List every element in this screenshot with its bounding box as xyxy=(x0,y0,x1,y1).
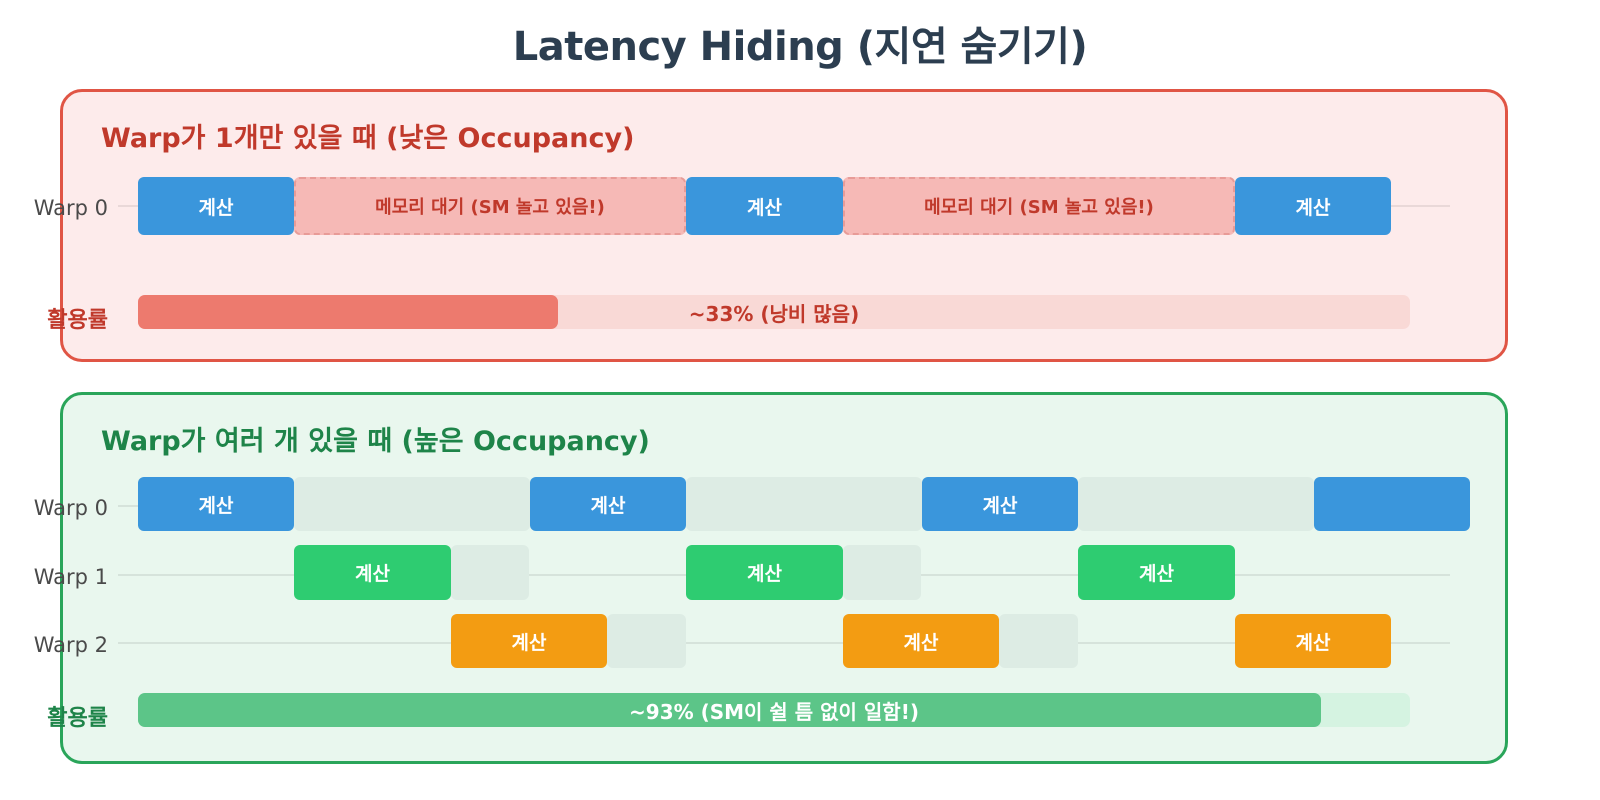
low-compute-block-3: 계산 xyxy=(1235,177,1391,235)
high-utilization-text: ~93% (SM이 쉴 틈 없이 일함!) xyxy=(629,699,919,724)
high-warp0-wait-2 xyxy=(686,477,922,531)
high-occupancy-title: Warp가 여러 개 있을 때 (높은 Occupancy) xyxy=(101,426,650,457)
high-warp2-label: Warp 2 xyxy=(33,633,108,657)
page-title: Latency Hiding (지연 숨기기) xyxy=(512,24,1088,70)
high-warp0-compute-4 xyxy=(1314,477,1470,531)
high-warp1-compute-1: 계산 xyxy=(294,545,451,600)
high-warp0-wait-1 xyxy=(294,477,530,531)
low-utilization-fill xyxy=(138,295,558,329)
high-warp2-wait-2 xyxy=(999,614,1078,668)
low-memory-wait-block-1: 메모리 대기 (SM 놀고 있음!) xyxy=(294,177,686,235)
high-warp0-wait-3 xyxy=(1078,477,1314,531)
low-warp0-label: Warp 0 xyxy=(33,196,108,220)
high-warp2-compute-2: 계산 xyxy=(843,614,999,668)
high-utilization-fill xyxy=(138,693,1321,727)
low-compute-block-2: 계산 xyxy=(686,177,843,235)
high-utilization-bar: ~93% (SM이 쉴 틈 없이 일함!) xyxy=(138,693,1410,727)
low-utilization-bar: ~33% (낭비 많음) xyxy=(138,295,1410,329)
high-warp2-compute-3: 계산 xyxy=(1235,614,1391,668)
high-warp1-wait-2 xyxy=(843,545,921,600)
high-warp1-label: Warp 1 xyxy=(33,565,108,589)
high-warp0-compute-1: 계산 xyxy=(138,477,294,531)
low-compute-block-1: 계산 xyxy=(138,177,294,235)
high-warp2-wait-1 xyxy=(607,614,686,668)
low-utilization-text: ~33% (낭비 많음) xyxy=(688,301,860,326)
high-warp0-compute-2: 계산 xyxy=(530,477,686,531)
high-warp2-compute-1: 계산 xyxy=(451,614,607,668)
high-warp0-label: Warp 0 xyxy=(33,496,108,520)
high-utilization-label: 활용률 xyxy=(47,706,108,731)
high-warp1-compute-3: 계산 xyxy=(1078,545,1235,600)
high-warp0-compute-3: 계산 xyxy=(922,477,1078,531)
low-memory-wait-block-2: 메모리 대기 (SM 놀고 있음!) xyxy=(843,177,1235,235)
low-occupancy-title: Warp가 1개만 있을 때 (낮은 Occupancy) xyxy=(101,123,635,154)
high-warp2-guide xyxy=(118,642,1450,644)
low-utilization-label: 활용률 xyxy=(47,308,108,333)
high-warp1-wait-1 xyxy=(451,545,529,600)
high-warp1-compute-2: 계산 xyxy=(686,545,843,600)
